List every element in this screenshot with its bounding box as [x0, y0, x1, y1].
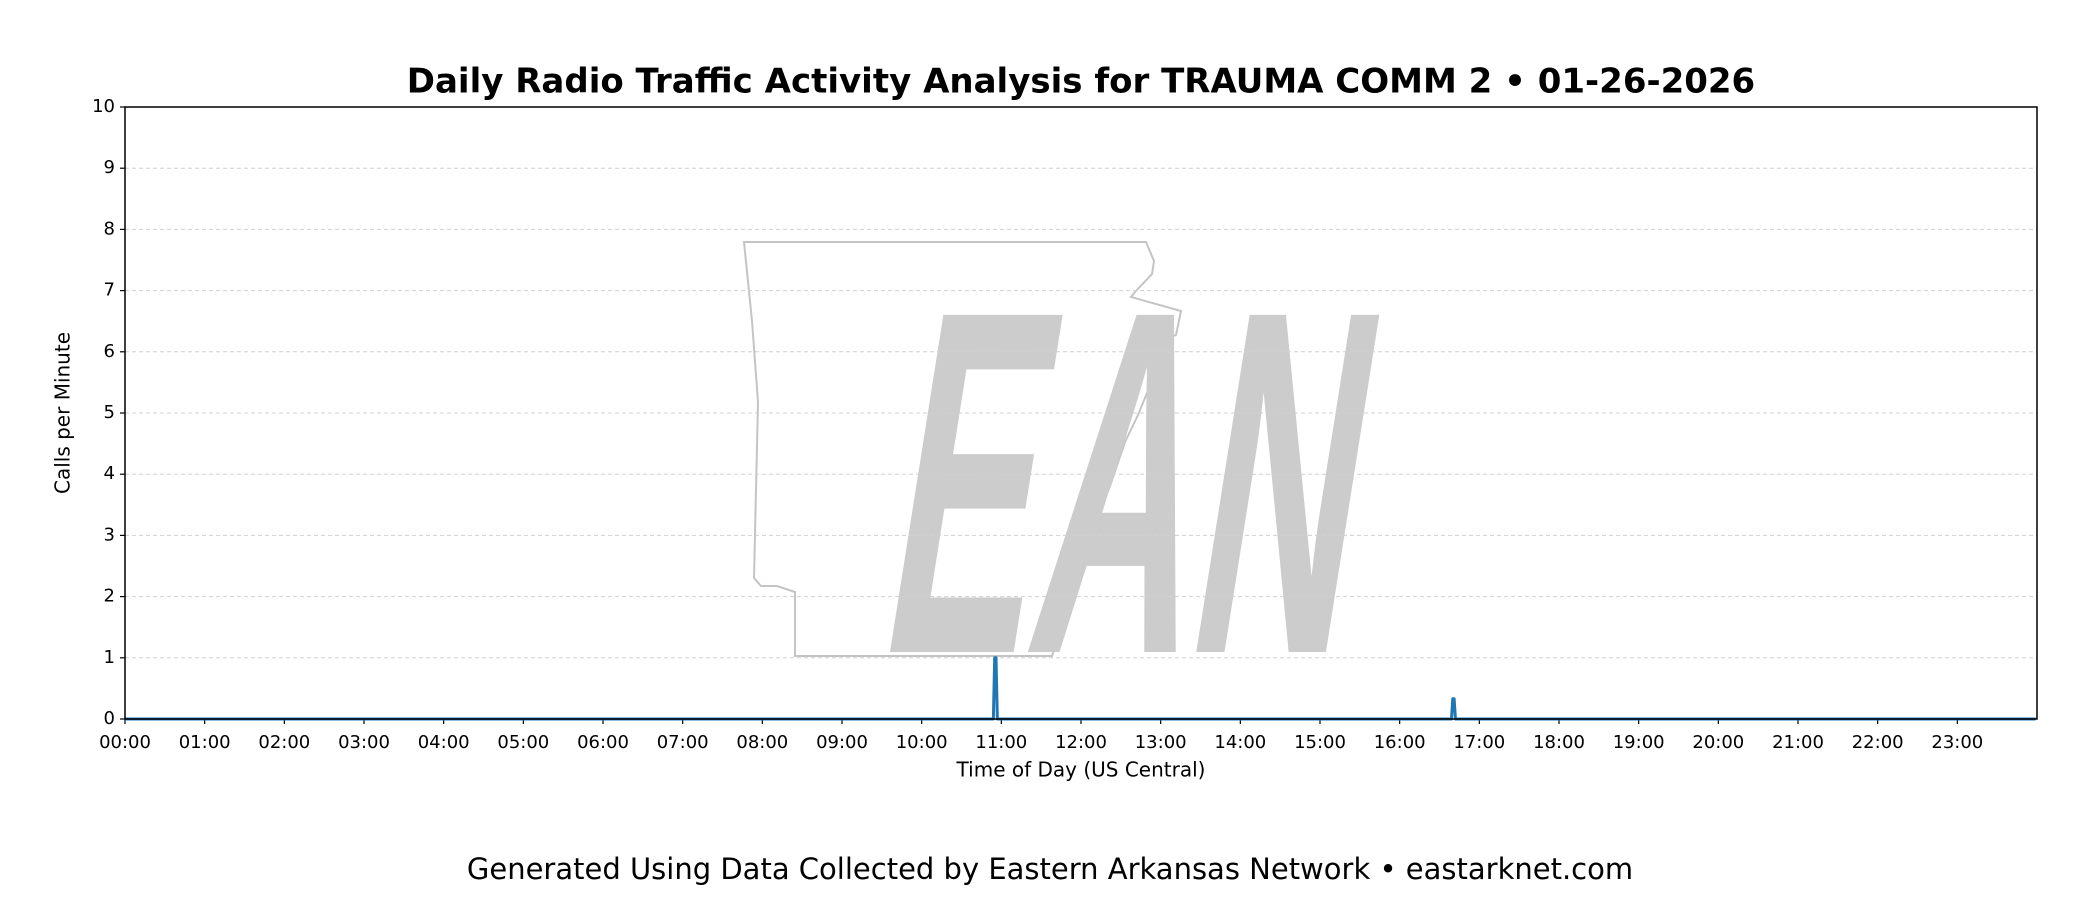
x-tick-label: 20:00 [1692, 732, 1744, 753]
x-tick-label: 01:00 [179, 732, 231, 753]
x-tick-label: 09:00 [816, 732, 868, 753]
chart-title: Daily Radio Traffic Activity Analysis fo… [407, 62, 1755, 102]
x-tick-label: 12:00 [1055, 732, 1107, 753]
x-axis-label: Time of Day (US Central) [956, 758, 1206, 782]
y-tick-label: 1 [104, 647, 115, 668]
x-tick-label: 18:00 [1533, 732, 1585, 753]
plot-frame [124, 106, 2038, 720]
x-tick-label: 22:00 [1852, 732, 1904, 753]
x-tick-label: 07:00 [657, 732, 709, 753]
y-tick-label: 8 [104, 218, 115, 239]
x-tick-label: 03:00 [338, 732, 390, 753]
y-tick-label: 3 [104, 524, 115, 545]
y-tick-label: 9 [104, 157, 115, 178]
x-tick-label: 13:00 [1135, 732, 1187, 753]
x-tick-label: 10:00 [896, 732, 948, 753]
x-tick-label: 06:00 [577, 732, 629, 753]
y-tick-label: 4 [104, 463, 115, 484]
y-tick-label: 10 [92, 96, 115, 117]
x-tick-label: 04:00 [418, 732, 470, 753]
y-tick-label: 0 [104, 708, 115, 729]
y-tick-label: 5 [104, 402, 115, 423]
x-tick-label: 08:00 [736, 732, 788, 753]
x-tick-label: 23:00 [1931, 732, 1983, 753]
x-tick-label: 16:00 [1374, 732, 1426, 753]
x-tick-label: 02:00 [258, 732, 310, 753]
y-tick-label: 6 [104, 341, 115, 362]
y-tick-label: 2 [104, 586, 115, 607]
x-tick-label: 15:00 [1294, 732, 1346, 753]
x-tick-label: 21:00 [1772, 732, 1824, 753]
y-axis-label: Calls per Minute [51, 332, 75, 494]
x-tick-label: 00:00 [99, 732, 151, 753]
watermark: EAN [859, 209, 1411, 757]
x-tick-label: 11:00 [975, 732, 1027, 753]
state-outline [742, 241, 1183, 657]
x-tick-label: 05:00 [497, 732, 549, 753]
x-tick-label: 17:00 [1453, 732, 1505, 753]
x-tick-label: 19:00 [1613, 732, 1665, 753]
y-tick-label: 7 [104, 280, 115, 301]
footer: Generated Using Data Collected by Easter… [467, 852, 1633, 886]
x-tick-label: 14:00 [1214, 732, 1266, 753]
